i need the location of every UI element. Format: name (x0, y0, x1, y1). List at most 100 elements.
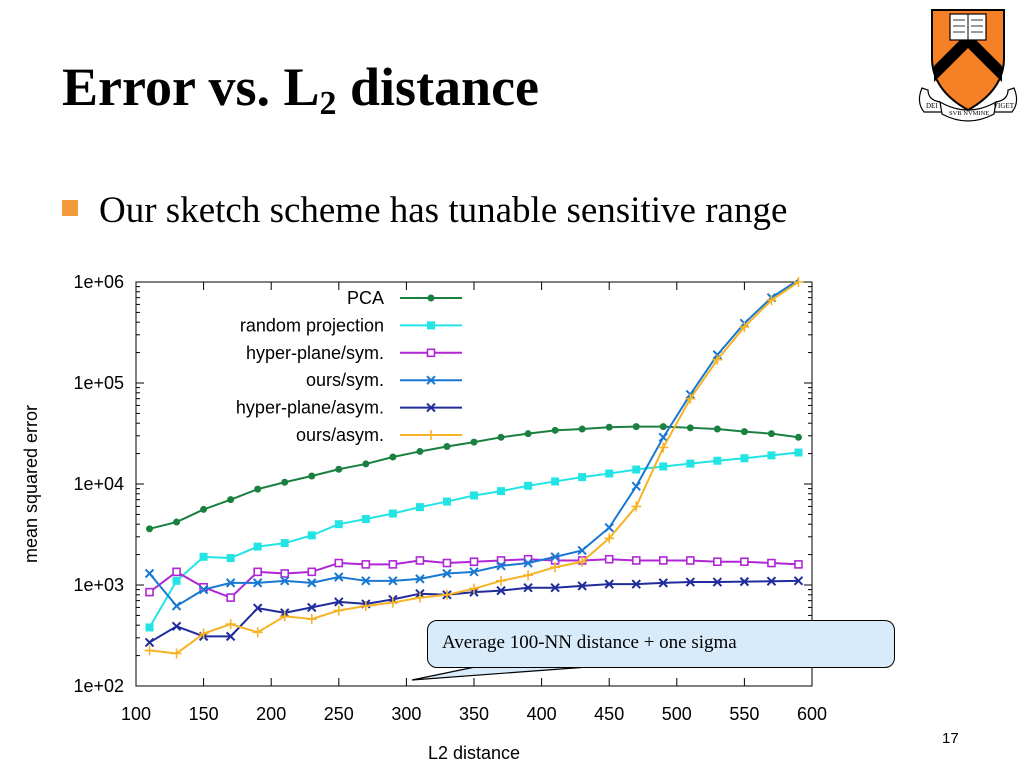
data-point (426, 375, 436, 385)
data-point (740, 557, 749, 567)
data-point (334, 558, 344, 568)
data-point (767, 451, 776, 460)
x-tick-label: 300 (391, 704, 421, 724)
data-point (794, 560, 803, 569)
x-tick-label: 250 (324, 704, 354, 724)
crest-motto-right: VIGET (993, 102, 1015, 110)
data-point (442, 558, 452, 568)
bullet-item: Our sketch scheme has tunable sensitive … (62, 192, 787, 229)
data-point (307, 602, 317, 613)
data-point (551, 426, 559, 434)
data-point (254, 485, 262, 493)
data-point (523, 583, 533, 593)
data-point (496, 585, 506, 596)
title-end: distance (336, 57, 540, 117)
data-point (524, 481, 533, 490)
x-tick-label: 400 (527, 704, 557, 724)
data-point (686, 424, 694, 432)
data-point (605, 423, 613, 431)
data-point (686, 459, 695, 468)
data-point (145, 587, 154, 597)
data-point (767, 430, 775, 438)
data-point (740, 428, 748, 436)
data-point (469, 567, 479, 577)
slide-title: Error vs. L2 distance (62, 60, 539, 121)
data-point (442, 568, 452, 579)
data-point (253, 542, 262, 551)
data-point (389, 453, 397, 461)
data-point (739, 576, 750, 587)
data-point (496, 575, 507, 586)
data-point (524, 430, 532, 438)
data-point (171, 601, 182, 611)
data-point (227, 496, 235, 504)
data-point (713, 456, 722, 465)
data-point (632, 423, 640, 431)
data-point (713, 425, 721, 433)
data-point (740, 454, 749, 463)
data-point (334, 520, 343, 529)
data-point (426, 348, 436, 358)
title-subscript: 2 (319, 85, 337, 122)
data-point (225, 631, 236, 642)
data-point (144, 568, 155, 579)
data-point (713, 557, 722, 567)
data-point (360, 600, 371, 611)
y-tick-label: 1e+06 (73, 272, 124, 292)
series-random-projection: random projection (145, 315, 803, 632)
data-point (631, 481, 641, 491)
data-point (171, 621, 182, 632)
data-point (577, 581, 587, 591)
series-hyper-plane-sym: hyper-plane/sym. (145, 343, 803, 602)
data-point (335, 465, 343, 473)
data-point (658, 556, 668, 565)
crest-motto-center: SVB NVMINE (949, 110, 989, 117)
data-point (281, 478, 289, 486)
legend-label: PCA (347, 288, 384, 308)
data-point (388, 560, 398, 569)
data-point (172, 567, 181, 577)
data-point (415, 574, 425, 584)
data-point (146, 525, 154, 533)
data-point (712, 577, 723, 587)
data-point (145, 623, 154, 632)
data-point (604, 522, 614, 533)
data-point (334, 597, 344, 607)
data-point (225, 619, 236, 630)
y-axis-label: mean squared error (21, 405, 41, 563)
data-point (794, 448, 803, 457)
title-main: Error vs. L (62, 57, 320, 117)
data-point (144, 637, 155, 648)
y-tick-label: 1e+05 (73, 373, 124, 393)
x-tick-label: 450 (594, 704, 624, 724)
data-point (793, 576, 804, 586)
data-point (496, 556, 506, 565)
data-point (362, 460, 370, 468)
data-point (523, 558, 533, 568)
data-point (443, 443, 451, 451)
series-ours-asym: ours/asym. (144, 277, 804, 659)
data-point (226, 554, 235, 563)
legend-label: ours/sym. (306, 370, 384, 390)
data-point (200, 505, 208, 513)
data-point (551, 477, 560, 486)
data-point (578, 473, 587, 482)
data-point (658, 442, 669, 453)
data-point (686, 556, 695, 565)
data-point (416, 447, 424, 455)
x-tick-label: 600 (797, 704, 827, 724)
data-point (306, 614, 317, 625)
data-point (172, 576, 181, 585)
data-point (604, 579, 614, 589)
data-point (550, 552, 560, 562)
data-point (144, 645, 155, 656)
data-point (387, 597, 398, 608)
data-point (225, 578, 236, 588)
data-point (577, 545, 587, 556)
data-point (631, 579, 641, 589)
data-point (441, 589, 452, 600)
data-point (253, 567, 262, 577)
series-ours-sym: ours/sym. (144, 279, 800, 611)
data-point (388, 509, 397, 518)
